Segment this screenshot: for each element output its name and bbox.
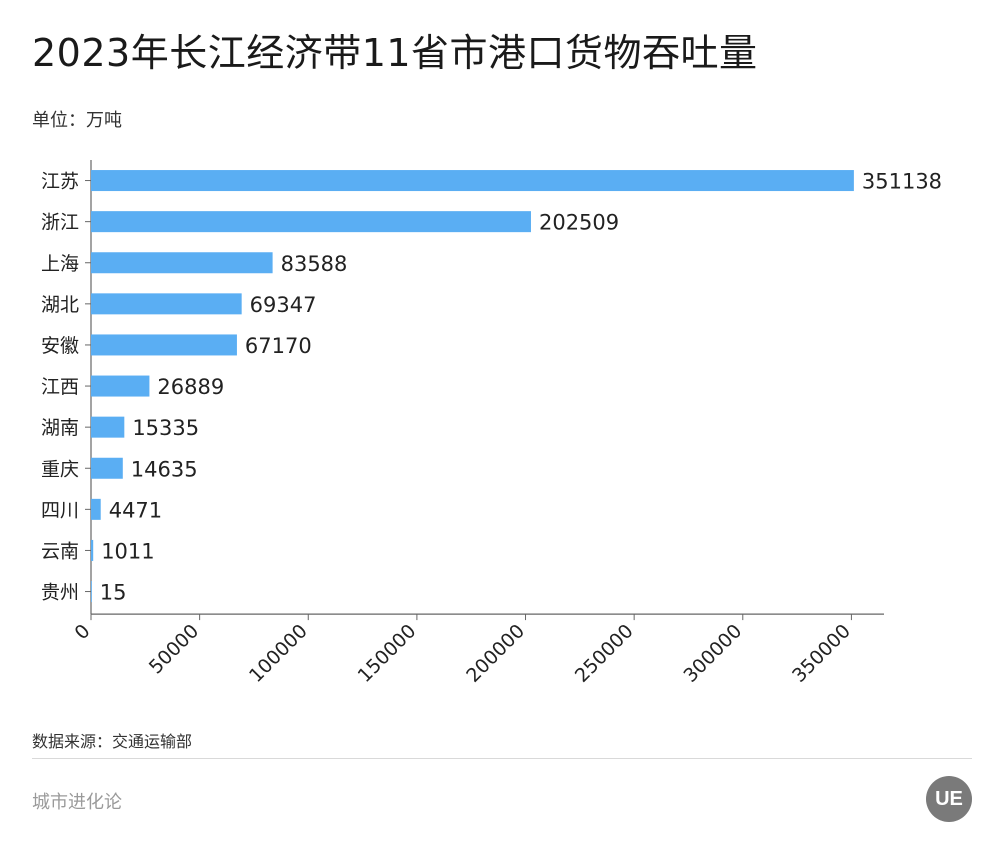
- category-label: 贵州: [41, 582, 79, 604]
- x-tick-label: 50000: [145, 620, 203, 678]
- x-tick-label: 200000: [462, 620, 529, 687]
- data-label: 14635: [131, 457, 198, 481]
- bar: [91, 581, 92, 603]
- category-label: 四川: [41, 499, 79, 521]
- unit-label: 单位：万吨: [32, 110, 122, 131]
- bar: [91, 211, 531, 233]
- category-label: 湖南: [41, 417, 79, 439]
- data-label: 15335: [132, 416, 199, 440]
- bar: [91, 334, 237, 356]
- bar: [91, 170, 854, 192]
- bar-chart: 江苏 351138 浙江 202509 上海 83588 湖北 69347 安徽 67170 江西 2…: [41, 160, 942, 687]
- category-label: 重庆: [41, 458, 79, 480]
- x-tick-label: 250000: [571, 620, 638, 687]
- bar: [91, 375, 150, 397]
- x-tick-label: 350000: [788, 620, 855, 687]
- brand-logo: UE: [926, 776, 972, 822]
- brand-label: 城市进化论: [32, 792, 122, 813]
- data-label: 69347: [250, 293, 317, 317]
- category-label: 上海: [41, 253, 79, 275]
- x-tick-label: 150000: [354, 620, 421, 687]
- chart-title: 2023年长江经济带11省市港口货物吞吐量: [32, 31, 758, 75]
- bar: [91, 416, 125, 438]
- data-label: 67170: [245, 334, 312, 358]
- x-tick-label: 100000: [245, 620, 312, 687]
- bar: [91, 457, 123, 479]
- category-label: 江苏: [41, 171, 79, 193]
- category-label: 云南: [41, 540, 79, 562]
- data-label: 15: [100, 581, 127, 605]
- category-label: 安徽: [41, 335, 79, 357]
- x-tick-label: 300000: [679, 620, 746, 687]
- data-label: 26889: [157, 375, 224, 399]
- category-label: 湖北: [41, 294, 79, 316]
- data-label: 351138: [862, 170, 942, 194]
- source-label: 数据来源：交通运输部: [32, 732, 193, 751]
- data-label: 4471: [109, 498, 162, 522]
- data-label: 202509: [539, 211, 619, 235]
- category-label: 浙江: [41, 212, 79, 234]
- x-tick-label: 0: [70, 620, 94, 644]
- data-label: 83588: [281, 252, 348, 276]
- bar: [91, 539, 94, 561]
- bar: [91, 252, 273, 274]
- bar: [91, 498, 101, 520]
- category-label: 江西: [41, 376, 79, 398]
- footer-divider: [32, 758, 972, 759]
- bar: [91, 293, 242, 315]
- data-label: 1011: [101, 539, 154, 563]
